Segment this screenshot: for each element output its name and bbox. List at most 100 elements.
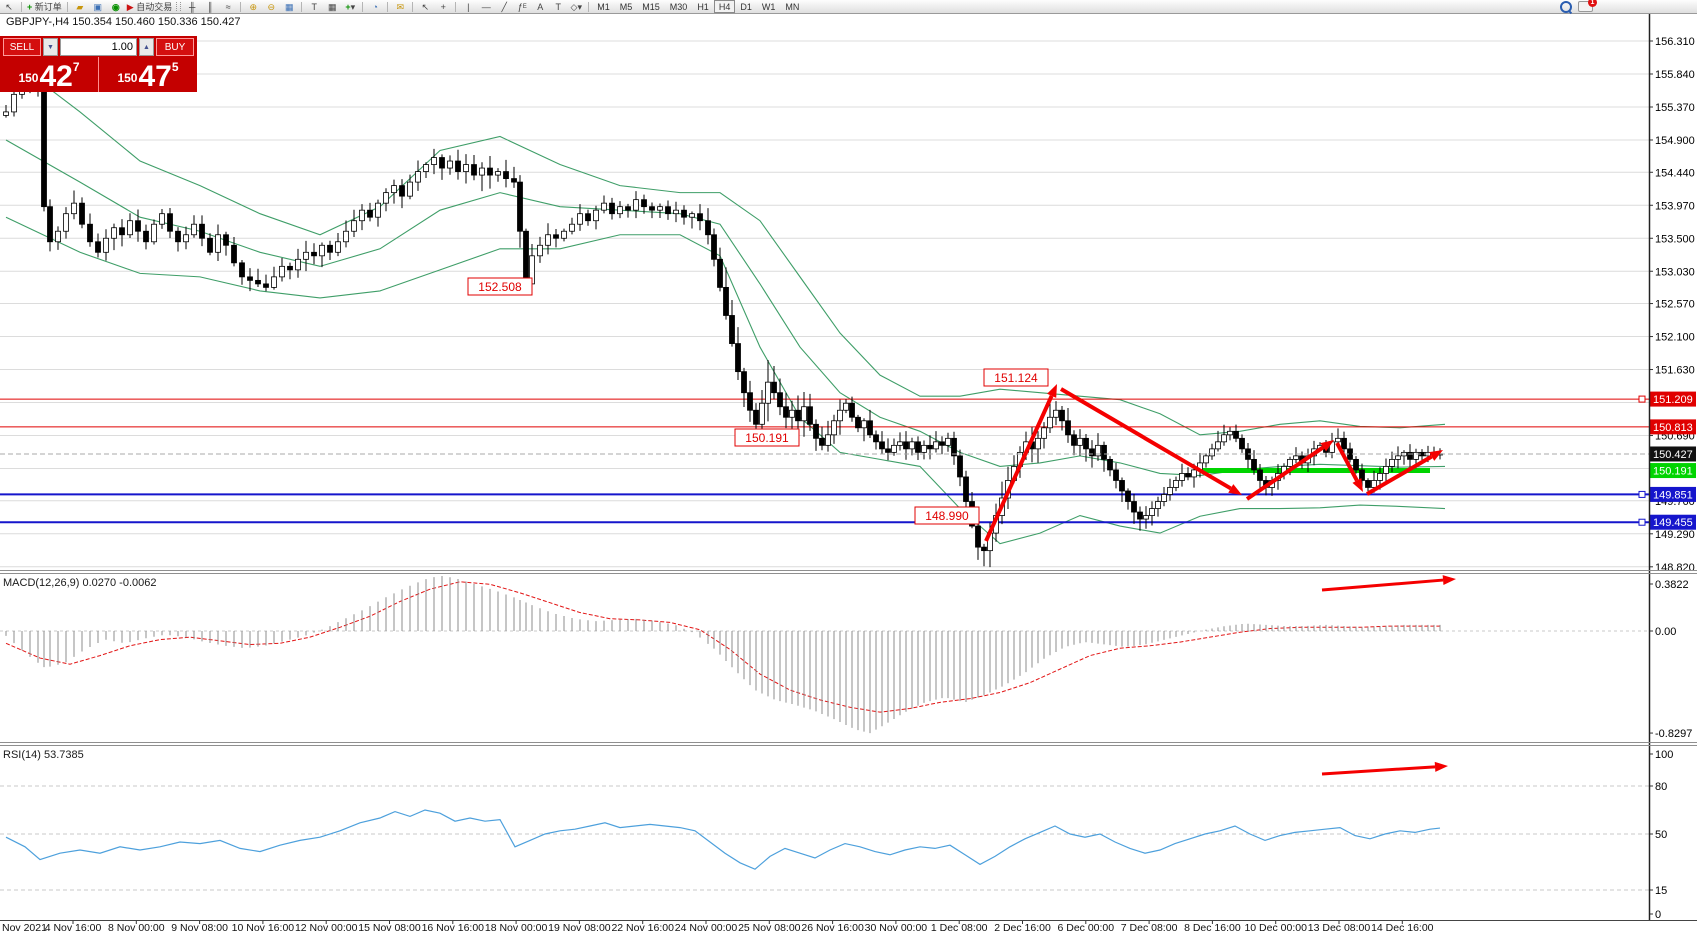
toolbar-separator <box>66 1 68 12</box>
add-indicator-button[interactable]: + ▾ <box>345 1 356 12</box>
bollinger-upper-line <box>5 55 1446 436</box>
symbol-ohlc-line: GBPJPY-,H4 150.354 150.460 150.336 150.4… <box>6 16 241 28</box>
cursor-tool-icon[interactable]: ↖ <box>5 1 13 12</box>
chart-line-icon[interactable]: ≈ <box>225 1 231 12</box>
svg-text:-0.8297: -0.8297 <box>1655 728 1692 740</box>
svg-text:155.370: 155.370 <box>1655 102 1695 114</box>
svg-text:150.427: 150.427 <box>1653 449 1693 461</box>
svg-text:153.500: 153.500 <box>1655 233 1695 245</box>
new-order-button[interactable]: + 新订单 <box>27 1 62 12</box>
label-tool-icon[interactable]: T <box>555 1 562 12</box>
mail-icon[interactable]: ✉ <box>396 1 405 12</box>
sell-button[interactable]: SELL <box>3 38 41 56</box>
svg-text:8 Dec 16:00: 8 Dec 16:00 <box>1184 922 1241 934</box>
svg-text:148.990: 148.990 <box>925 509 969 523</box>
gold-symbol-icon[interactable]: ▰ <box>76 1 84 12</box>
tab-timeframe-m1[interactable]: M1 <box>597 1 610 12</box>
toolbar-separator <box>301 1 303 12</box>
svg-text:80: 80 <box>1655 781 1667 793</box>
svg-text:151.124: 151.124 <box>994 371 1038 385</box>
svg-text:19 Nov 08:00: 19 Nov 08:00 <box>548 922 611 934</box>
volume-input[interactable] <box>60 38 137 56</box>
price-axis: 156.310 155.840 155.370 154.900 154.440 153.9… <box>1649 36 1695 921</box>
hline-handle[interactable] <box>1638 518 1646 526</box>
svg-text:152.100: 152.100 <box>1655 332 1695 344</box>
svg-text:7 Dec 08:00: 7 Dec 08:00 <box>1121 922 1178 934</box>
toolbar-separator <box>455 1 457 12</box>
hline-price-label: 149.455 <box>1650 514 1696 530</box>
svg-text:152.570: 152.570 <box>1655 299 1695 311</box>
main-toolbar: ↖ + 新订单 ▰ ▣ ◉ ▶ 自动交易 ╫ ║ ≈ ⊕ ⊖ ▦ T ▦ + ▾ … <box>0 0 1697 14</box>
rsi-indicator-label: RSI(14) 53.7385 <box>3 749 84 761</box>
chart-bars-icon[interactable]: ╫ <box>189 1 196 12</box>
svg-text:4 Nov 16:00: 4 Nov 16:00 <box>45 922 102 934</box>
plus-icon: + <box>27 1 33 12</box>
volume-decrease-button[interactable]: ▼ <box>43 38 58 56</box>
hline-handle[interactable] <box>1638 395 1646 403</box>
tab-timeframe-m30[interactable]: M30 <box>669 1 688 12</box>
toolbar-separator <box>412 1 414 12</box>
svg-text:149.455: 149.455 <box>1653 517 1693 529</box>
toolbar-separator <box>362 1 364 12</box>
tab-timeframe-mn[interactable]: MN <box>785 1 800 12</box>
text-tool-icon[interactable]: A <box>537 1 544 12</box>
svg-text:13 Dec 08:00: 13 Dec 08:00 <box>1308 922 1371 934</box>
hline-price-label: 149.851 <box>1650 486 1696 502</box>
zoom-in-icon[interactable]: ⊕ <box>249 1 258 12</box>
svg-text:15: 15 <box>1655 885 1667 897</box>
bollinger-lower-line <box>5 216 1446 545</box>
price-gridlines <box>0 40 1649 568</box>
svg-text:18 Nov 00:00: 18 Nov 00:00 <box>485 922 548 934</box>
chart-candles-icon[interactable]: ║ <box>207 1 214 12</box>
signal-icon[interactable]: ◉ <box>111 1 120 12</box>
trendline-tool-icon[interactable]: ╱ <box>501 1 507 12</box>
hline-tool-icon[interactable]: — <box>481 1 491 12</box>
zoom-out-icon[interactable]: ⊖ <box>267 1 276 12</box>
trend-arrows[interactable] <box>984 384 1456 776</box>
svg-text:50: 50 <box>1655 829 1667 841</box>
svg-text:150.191: 150.191 <box>745 431 789 445</box>
pane-borders <box>0 14 1697 921</box>
tab-timeframe-h4[interactable]: H4 <box>713 0 736 13</box>
pointer-tool-icon[interactable]: ↖ <box>421 1 430 12</box>
autotrade-icon: ▶ <box>126 1 134 12</box>
toolbar-grip <box>176 2 182 11</box>
period-clock-icon[interactable]: ◔ <box>372 1 378 12</box>
macd-signal-line <box>5 581 1440 713</box>
volume-increase-button[interactable]: ▲ <box>139 38 154 56</box>
profiles-icon[interactable]: ▦ <box>327 1 337 12</box>
tab-timeframe-d1[interactable]: D1 <box>740 1 752 12</box>
hline-handle[interactable] <box>1638 490 1646 498</box>
vline-tool-icon[interactable]: | <box>467 1 470 12</box>
svg-text:155.840: 155.840 <box>1655 69 1695 81</box>
horizontal-lines[interactable] <box>0 395 1649 526</box>
shapes-tool-icon[interactable]: ◇ ▾ <box>570 1 582 12</box>
tile-windows-icon[interactable]: ▦ <box>284 1 294 12</box>
svg-text:30 Nov 00:00: 30 Nov 00:00 <box>865 922 928 934</box>
search-icon[interactable] <box>1560 0 1572 13</box>
svg-text:152.508: 152.508 <box>478 280 522 294</box>
tab-timeframe-w1[interactable]: W1 <box>761 1 776 12</box>
macd-pane <box>0 581 1649 713</box>
green-line-price-label: 150.191 <box>1650 463 1696 479</box>
crosshair-tool-icon[interactable]: + <box>440 1 446 12</box>
sell-price-display[interactable]: 150 42 7 <box>18 60 80 93</box>
svg-text:0.3822: 0.3822 <box>1655 579 1689 591</box>
autotrading-button[interactable]: ▶ 自动交易 <box>126 1 173 12</box>
svg-text:154.440: 154.440 <box>1655 167 1695 179</box>
chat-icon[interactable]: 1 <box>1578 0 1597 12</box>
buy-price-display[interactable]: 150 47 5 <box>117 60 179 93</box>
toolbar-separator <box>588 1 590 12</box>
tab-timeframe-h1[interactable]: H1 <box>697 1 709 12</box>
price-annotations[interactable]: 152.508 151.124 150.191 148.990 <box>467 277 1049 525</box>
templates-icon[interactable]: T <box>311 1 318 12</box>
svg-text:26 Nov 16:00: 26 Nov 16:00 <box>801 922 864 934</box>
buy-button[interactable]: BUY <box>156 38 194 56</box>
tab-timeframe-m5[interactable]: M5 <box>619 1 633 12</box>
terminal-icon[interactable]: ▣ <box>93 1 103 12</box>
tab-timeframe-m15[interactable]: M15 <box>642 1 660 12</box>
svg-text:153.030: 153.030 <box>1655 266 1695 278</box>
